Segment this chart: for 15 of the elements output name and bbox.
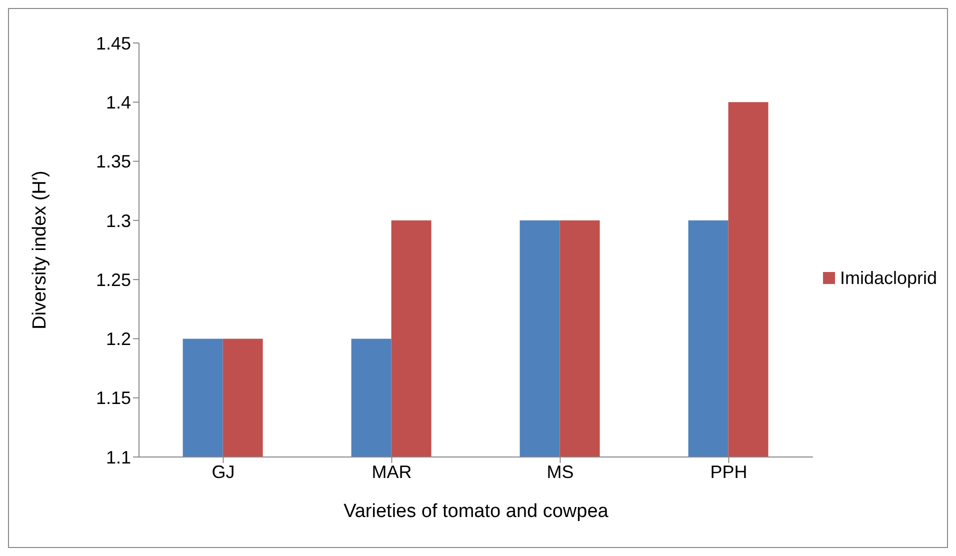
x-tick-label: MAR	[372, 462, 412, 482]
y-tick-label: 1.3	[106, 210, 131, 231]
y-tick-label: 1.2	[106, 329, 131, 350]
y-tick-label: 1.4	[106, 92, 131, 113]
y-axis-title: Diversity index (H′)	[30, 170, 51, 330]
legend-label: Imidacloprid	[840, 268, 937, 288]
y-tick-label: 1.35	[96, 152, 131, 172]
y-tick-label: 1.45	[96, 33, 131, 54]
x-axis-title: Varieties of tomato and cowpea	[344, 501, 609, 522]
y-tick-label: 1.1	[106, 447, 131, 468]
y-tick-label: 1.25	[96, 270, 131, 290]
x-tick-label: MS	[546, 462, 574, 482]
x-tick-label: GJ	[212, 462, 235, 482]
x-tick-label: PPH	[710, 462, 748, 482]
y-tick-label: 1.15	[96, 388, 131, 408]
